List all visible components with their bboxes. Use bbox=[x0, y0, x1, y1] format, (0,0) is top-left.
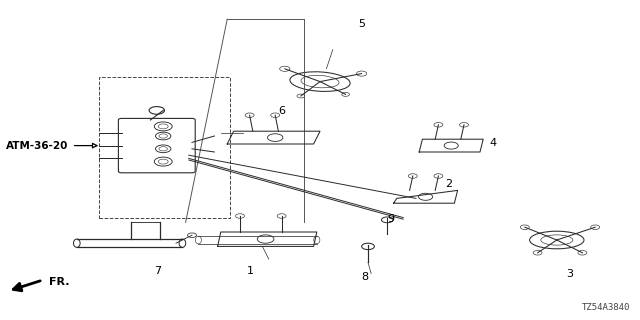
Text: ATM-36-20: ATM-36-20 bbox=[6, 140, 68, 151]
Text: 2: 2 bbox=[445, 179, 452, 189]
Text: FR.: FR. bbox=[49, 276, 70, 287]
Text: 3: 3 bbox=[566, 269, 573, 279]
Text: TZ54A3840: TZ54A3840 bbox=[582, 303, 630, 312]
Text: 9: 9 bbox=[387, 214, 394, 224]
Bar bbox=[99, 77, 230, 218]
Text: 7: 7 bbox=[154, 266, 161, 276]
Text: 5: 5 bbox=[358, 19, 365, 29]
Text: 4: 4 bbox=[490, 138, 497, 148]
Text: 1: 1 bbox=[246, 266, 253, 276]
Text: 8: 8 bbox=[362, 272, 369, 282]
Text: 6: 6 bbox=[278, 106, 285, 116]
